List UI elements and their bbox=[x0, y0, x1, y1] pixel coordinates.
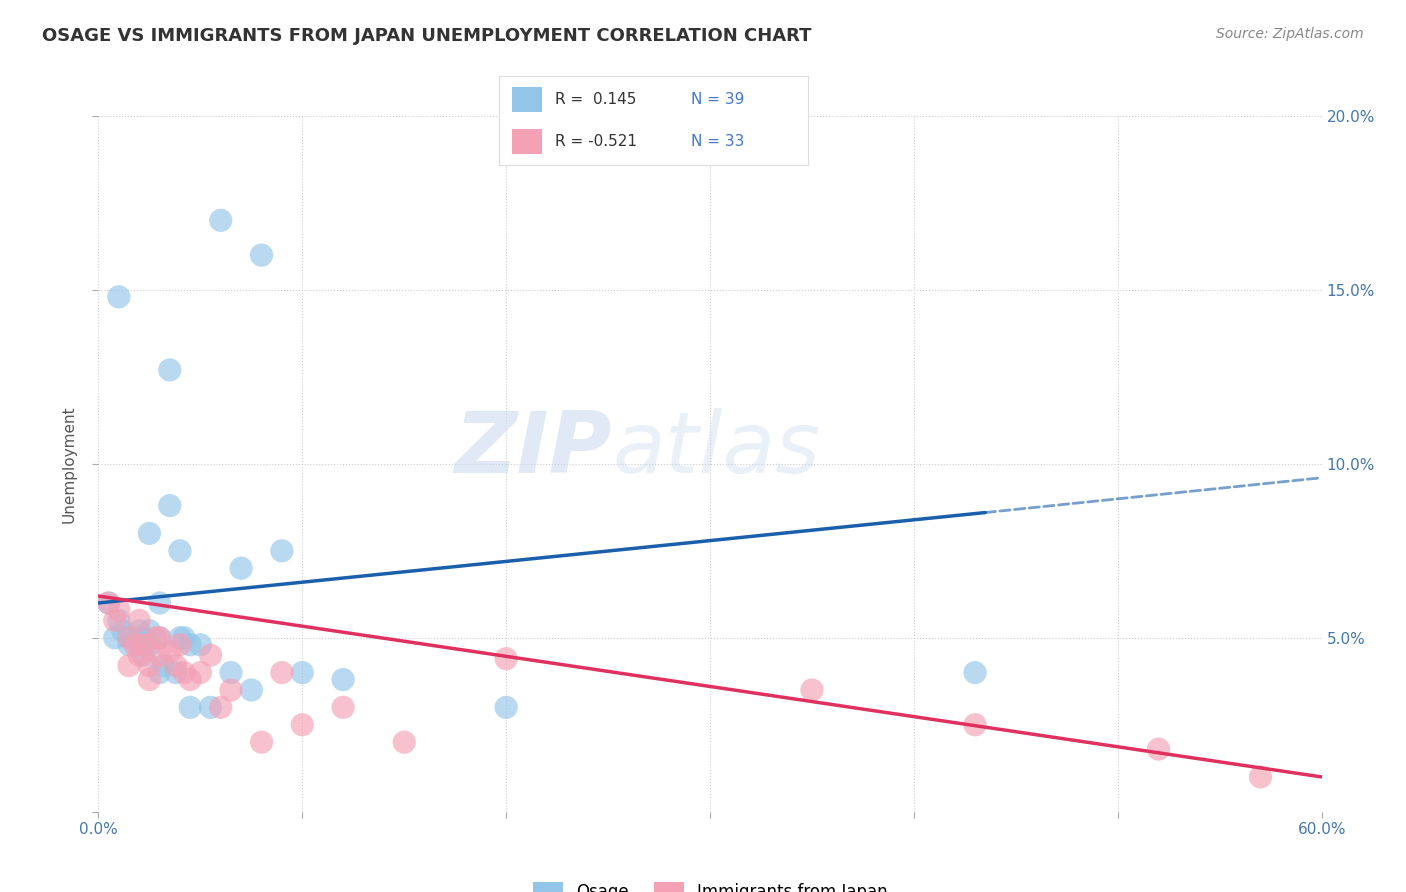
Point bbox=[965, 665, 987, 680]
Point bbox=[200, 700, 222, 714]
Point bbox=[188, 665, 212, 680]
Point bbox=[165, 665, 187, 680]
Point bbox=[145, 631, 167, 645]
Point bbox=[159, 645, 181, 659]
Point bbox=[801, 683, 824, 698]
Point bbox=[138, 526, 160, 541]
Text: R =  0.145: R = 0.145 bbox=[555, 92, 636, 106]
Point bbox=[124, 638, 146, 652]
Point bbox=[128, 648, 150, 662]
Text: Source: ZipAtlas.com: Source: ZipAtlas.com bbox=[1216, 27, 1364, 41]
Point bbox=[209, 700, 232, 714]
Point bbox=[128, 638, 150, 652]
Point bbox=[250, 735, 273, 749]
Point bbox=[132, 648, 155, 662]
Point bbox=[169, 638, 191, 652]
Text: R = -0.521: R = -0.521 bbox=[555, 135, 637, 149]
Point bbox=[495, 651, 517, 665]
Point bbox=[270, 665, 294, 680]
Point bbox=[108, 603, 131, 617]
Point bbox=[138, 658, 160, 673]
Point bbox=[118, 631, 141, 645]
Point bbox=[97, 596, 120, 610]
Point bbox=[965, 717, 987, 731]
Point bbox=[173, 665, 195, 680]
Point bbox=[138, 638, 160, 652]
Point bbox=[219, 683, 242, 698]
Legend: Osage, Immigrants from Japan: Osage, Immigrants from Japan bbox=[526, 876, 894, 892]
Point bbox=[118, 658, 141, 673]
Point bbox=[118, 638, 141, 652]
Point bbox=[108, 290, 131, 304]
Point bbox=[1147, 742, 1170, 756]
Point bbox=[97, 596, 120, 610]
Text: ZIP: ZIP bbox=[454, 409, 612, 491]
Point bbox=[149, 596, 172, 610]
Point bbox=[200, 648, 222, 662]
Text: N = 33: N = 33 bbox=[690, 135, 744, 149]
Point bbox=[291, 717, 314, 731]
Point bbox=[149, 631, 172, 645]
Point bbox=[132, 631, 155, 645]
Point bbox=[104, 614, 127, 628]
Point bbox=[1249, 770, 1271, 784]
Point bbox=[159, 363, 181, 377]
Point bbox=[152, 658, 174, 673]
Point bbox=[392, 735, 416, 749]
Point bbox=[179, 700, 201, 714]
Point bbox=[179, 638, 201, 652]
Point bbox=[291, 665, 314, 680]
Point bbox=[332, 700, 354, 714]
Point bbox=[104, 631, 127, 645]
Point bbox=[149, 648, 172, 662]
Text: atlas: atlas bbox=[612, 409, 820, 491]
Point bbox=[179, 673, 201, 687]
Text: OSAGE VS IMMIGRANTS FROM JAPAN UNEMPLOYMENT CORRELATION CHART: OSAGE VS IMMIGRANTS FROM JAPAN UNEMPLOYM… bbox=[42, 27, 811, 45]
Point bbox=[159, 499, 181, 513]
Point bbox=[108, 614, 131, 628]
Point bbox=[219, 665, 242, 680]
Point bbox=[188, 638, 212, 652]
Point bbox=[165, 658, 187, 673]
Point bbox=[270, 543, 294, 558]
Point bbox=[111, 624, 134, 638]
Point bbox=[169, 543, 191, 558]
Point bbox=[118, 631, 141, 645]
Point bbox=[250, 248, 273, 262]
Point bbox=[128, 624, 150, 638]
Point bbox=[231, 561, 253, 575]
Point bbox=[128, 614, 150, 628]
Point bbox=[128, 631, 150, 645]
Point bbox=[495, 700, 517, 714]
Point bbox=[138, 624, 160, 638]
Point bbox=[209, 213, 232, 227]
Point bbox=[332, 673, 354, 687]
Point bbox=[240, 683, 263, 698]
Bar bbox=[512, 129, 543, 154]
Point bbox=[138, 673, 160, 687]
Point bbox=[132, 638, 155, 652]
Point bbox=[149, 631, 172, 645]
Point bbox=[173, 631, 195, 645]
Bar bbox=[512, 87, 543, 112]
Text: N = 39: N = 39 bbox=[690, 92, 744, 106]
Point bbox=[149, 665, 172, 680]
Point bbox=[169, 631, 191, 645]
Y-axis label: Unemployment: Unemployment bbox=[62, 405, 77, 523]
